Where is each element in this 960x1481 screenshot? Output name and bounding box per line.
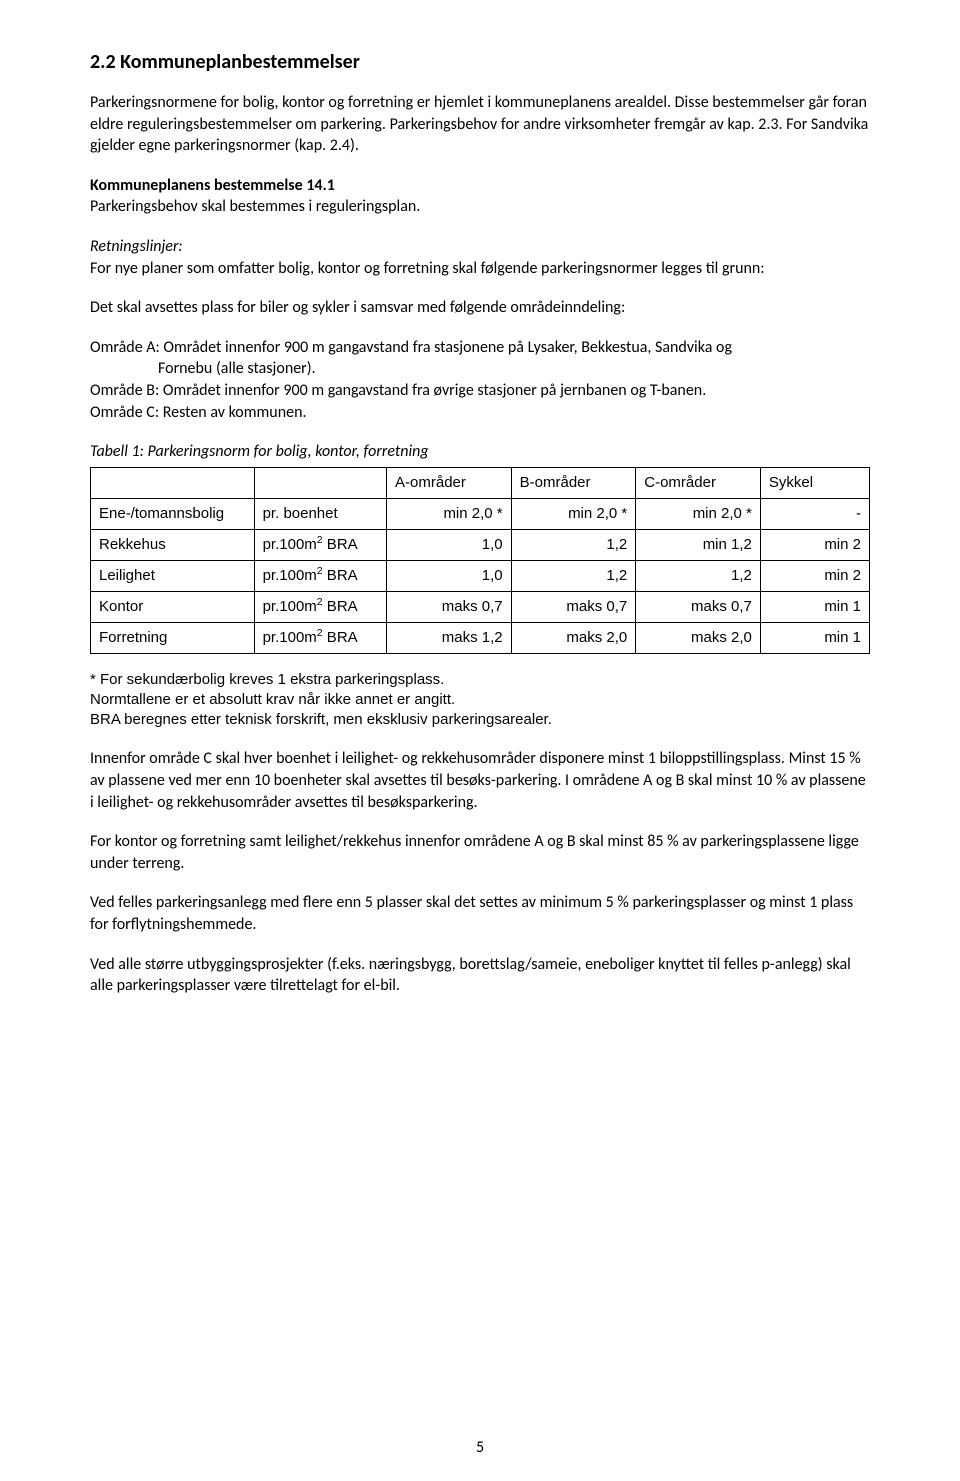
table-cell-unit: pr.100m2 BRA <box>254 560 386 591</box>
omrade-a-text-1: : Området innenfor 900 m gangavstand fra… <box>156 338 732 357</box>
avsettes-text: Det skal avsettes plass for biler og syk… <box>90 297 870 319</box>
table-row: Rekkehuspr.100m2 BRA1,01,2min 1,2min 2 <box>91 529 870 560</box>
table-cell-value: maks 0,7 <box>636 591 761 622</box>
table-row: Forretningpr.100m2 BRAmaks 1,2maks 2,0ma… <box>91 622 870 653</box>
retningslinjer-label: Retningslinjer: <box>90 237 183 256</box>
footnote-3: BRA beregnes etter teknisk forskrift, me… <box>90 710 870 730</box>
table-cell-value: maks 0,7 <box>511 591 636 622</box>
omrade-a-label: Område A <box>90 338 156 357</box>
table-header-cell: Sykkel <box>760 467 869 498</box>
table-cell-unit: pr.100m2 BRA <box>254 622 386 653</box>
table-cell-unit: pr.100m2 BRA <box>254 529 386 560</box>
bestemmelse-title: Kommuneplanens bestemmelse 14.1 <box>90 176 335 195</box>
para-elbil: Ved alle større utbyggingsprosjekter (f.… <box>90 954 870 997</box>
table-cell-value: maks 2,0 <box>511 622 636 653</box>
table-cell-category: Leilighet <box>91 560 255 591</box>
table-row: Kontorpr.100m2 BRAmaks 0,7maks 0,7maks 0… <box>91 591 870 622</box>
page-number: 5 <box>0 1438 960 1457</box>
table-header-cell: A-områder <box>387 467 512 498</box>
footnote-2: Normtallene er et absolutt krav når ikke… <box>90 690 870 710</box>
bestemmelse-block: Kommuneplanens bestemmelse 14.1 Parkerin… <box>90 175 870 218</box>
table-cell-value: min 2 <box>760 529 869 560</box>
omrade-c-text: : Resten av kommunen. <box>155 403 307 422</box>
bestemmelse-text: Parkeringsbehov skal bestemmes i reguler… <box>90 197 420 216</box>
omrade-list: Område A: Området innenfor 900 m gangavs… <box>90 337 870 423</box>
omrade-c-label: Område C <box>90 403 155 422</box>
intro-paragraph: Parkeringsnormene for bolig, kontor og f… <box>90 92 870 157</box>
table-cell-value: maks 1,2 <box>387 622 512 653</box>
table-cell-value: 1,0 <box>387 560 512 591</box>
table-cell-unit: pr. boenhet <box>254 498 386 529</box>
table-cell-value: maks 0,7 <box>387 591 512 622</box>
table-cell-category: Forretning <box>91 622 255 653</box>
para-innenfor: Innenfor område C skal hver boenhet i le… <box>90 748 870 813</box>
table-header-cell <box>91 467 255 498</box>
table-footnotes: * For sekundærbolig kreves 1 ekstra park… <box>90 670 870 731</box>
table-cell-value: min 2,0 * <box>636 498 761 529</box>
omrade-c: Område C: Resten av kommunen. <box>90 402 870 424</box>
table-header-cell: B-områder <box>511 467 636 498</box>
table-cell-category: Rekkehus <box>91 529 255 560</box>
para-terreng: For kontor og forretning samt leilighet/… <box>90 831 870 874</box>
section-heading: 2.2 Kommuneplanbestemmelser <box>90 50 870 74</box>
table-cell-value: 1,2 <box>511 529 636 560</box>
table-row: Ene-/tomannsboligpr. boenhetmin 2,0 *min… <box>91 498 870 529</box>
table-cell-value: min 2,0 * <box>387 498 512 529</box>
omrade-a: Område A: Området innenfor 900 m gangavs… <box>90 337 870 359</box>
table-cell-value: 1,0 <box>387 529 512 560</box>
table-cell-value: 1,2 <box>636 560 761 591</box>
table-cell-value: - <box>760 498 869 529</box>
table-cell-value: min 2,0 * <box>511 498 636 529</box>
parkeringsnorm-table: A-områderB-områderC-områderSykkel Ene-/t… <box>90 467 870 654</box>
table-header-cell <box>254 467 386 498</box>
table-caption: Tabell 1: Parkeringsnorm for bolig, kont… <box>90 441 870 463</box>
table-cell-value: min 1 <box>760 591 869 622</box>
table-row: Leilighetpr.100m2 BRA1,01,21,2min 2 <box>91 560 870 591</box>
footnote-1: * For sekundærbolig kreves 1 ekstra park… <box>90 670 870 690</box>
retningslinjer-block: Retningslinjer: For nye planer som omfat… <box>90 236 870 279</box>
omrade-a-line2: Fornebu (alle stasjoner). <box>90 358 870 380</box>
omrade-b: Område B: Området innenfor 900 m gangavs… <box>90 380 870 402</box>
omrade-b-text: : Området innenfor 900 m gangavstand fra… <box>155 381 706 400</box>
table-cell-value: min 2 <box>760 560 869 591</box>
table-cell-unit: pr.100m2 BRA <box>254 591 386 622</box>
table-header-cell: C-områder <box>636 467 761 498</box>
omrade-b-label: Område B <box>90 381 155 400</box>
table-cell-value: 1,2 <box>511 560 636 591</box>
table-header-row: A-områderB-områderC-områderSykkel <box>91 467 870 498</box>
para-felles: Ved felles parkeringsanlegg med flere en… <box>90 892 870 935</box>
table-cell-value: min 1,2 <box>636 529 761 560</box>
table-cell-category: Ene-/tomannsbolig <box>91 498 255 529</box>
table-cell-value: min 1 <box>760 622 869 653</box>
table-cell-value: maks 2,0 <box>636 622 761 653</box>
page: 2.2 Kommuneplanbestemmelser Parkeringsno… <box>0 0 960 1481</box>
retningslinjer-text: For nye planer som omfatter bolig, konto… <box>90 259 765 278</box>
table-cell-category: Kontor <box>91 591 255 622</box>
